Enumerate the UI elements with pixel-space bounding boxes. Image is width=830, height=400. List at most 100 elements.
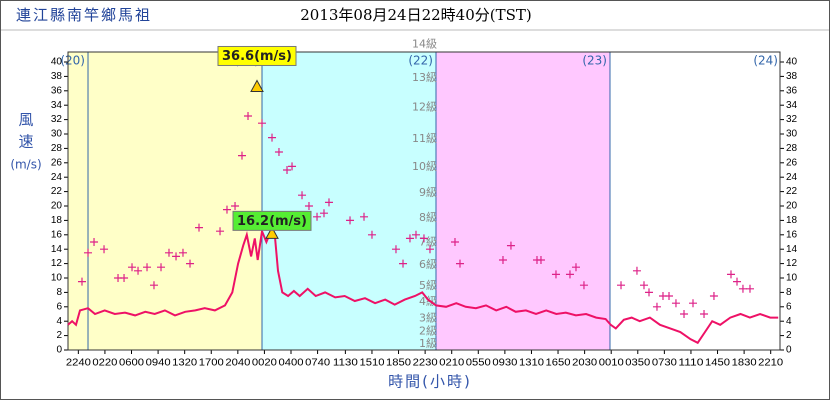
x-tick-label: 0550	[466, 358, 491, 369]
gust-marker	[617, 281, 626, 290]
gust-marker	[222, 205, 231, 214]
x-tick-label: 0400	[279, 358, 304, 369]
x-tick-label: 0740	[305, 358, 330, 369]
mean-wind-line	[67, 227, 779, 345]
x-tick-label: 1110	[678, 358, 704, 369]
day-band	[435, 52, 610, 350]
x-tick-label: 1850	[386, 358, 411, 369]
gust-marker	[346, 216, 355, 225]
gust-marker	[665, 292, 674, 300]
x-tick-label: 1650	[546, 358, 571, 369]
gust-marker	[164, 248, 173, 257]
plot-frame	[67, 51, 781, 351]
gust-marker	[157, 263, 166, 272]
gust-marker	[84, 248, 93, 257]
x-tick-label: 0730	[652, 358, 677, 369]
gust-marker	[288, 162, 297, 171]
y-tick-label: 18	[786, 215, 798, 226]
gust-marker	[268, 133, 277, 142]
x-tick-label: 1830	[732, 358, 757, 369]
x-tick-label: 1700	[199, 358, 224, 369]
annotation-label: 36.6(m/s)	[222, 49, 292, 64]
gust-marker	[506, 241, 515, 250]
x-tick-label: 2030	[572, 358, 597, 369]
y-tick-label: 16	[51, 229, 63, 240]
x-tick-label: 2240	[66, 358, 91, 369]
y-label: 速	[18, 133, 33, 151]
gust-marker	[419, 234, 428, 243]
y-tick-label: 40	[51, 57, 63, 68]
gust-marker	[216, 227, 225, 236]
y-tick-label: 20	[786, 201, 798, 212]
y-tick-label: 24	[51, 172, 63, 183]
gust-marker	[304, 202, 313, 210]
gust-marker	[90, 238, 99, 246]
station: 連江縣南竿鄉馬祖	[16, 6, 152, 24]
gust-marker	[237, 151, 246, 160]
gust-marker	[425, 245, 434, 254]
gust-marker	[128, 263, 137, 272]
gust-marker	[632, 266, 641, 275]
gust-marker	[149, 281, 158, 290]
gust-marker	[579, 281, 588, 290]
x-tick-label: 0350	[625, 358, 650, 369]
gust-marker	[313, 212, 322, 221]
gust-marker	[450, 238, 459, 246]
gust-marker	[498, 256, 507, 264]
y-tick-label: 24	[786, 172, 798, 183]
y-tick-label: 10	[786, 273, 798, 284]
beaufort-label: 4級	[419, 295, 437, 308]
annotation-label: 16.2(m/s)	[237, 214, 307, 229]
gust-marker	[644, 288, 653, 297]
gust-marker	[319, 209, 328, 218]
y-tick-label: 38	[51, 71, 63, 82]
gust-marker	[455, 259, 464, 268]
y-tick-label: 6	[786, 301, 792, 312]
y-tick-label: 16	[786, 229, 798, 240]
peak-marker	[250, 79, 264, 92]
gust-marker	[258, 119, 267, 128]
y-tick-label: 30	[51, 129, 63, 140]
y-tick-label: 2	[786, 330, 792, 341]
y-tick-label: 32	[51, 114, 63, 125]
gust-marker	[283, 166, 292, 174]
y-tick-label: 36	[51, 85, 63, 96]
x-tick-label: 1510	[359, 358, 384, 369]
x-tick-label: 1320	[172, 358, 197, 369]
y-tick-label: 14	[51, 244, 63, 255]
gust-marker	[231, 202, 240, 210]
y-tick-label: 18	[51, 215, 63, 226]
y-tick-label: 10	[51, 273, 63, 284]
gust-marker	[565, 270, 574, 279]
gust-marker	[324, 198, 333, 207]
y-tick-label: 36	[786, 85, 798, 96]
y-label: 風	[18, 111, 33, 129]
gust-marker	[689, 299, 698, 308]
y-tick-label: 26	[786, 157, 798, 168]
beaufort-label: 5級	[419, 279, 437, 292]
y-tick-label: 26	[51, 157, 63, 168]
gust-marker	[391, 245, 400, 254]
annotation-box	[232, 210, 312, 231]
beaufort-label: 2級	[419, 324, 437, 337]
gust-marker	[680, 310, 689, 318]
beaufort-label: 11級	[412, 132, 437, 145]
beaufort-label: 1級	[419, 337, 437, 350]
gust-marker	[186, 259, 195, 268]
y-tick-label: 2	[56, 330, 62, 341]
day-label: (23)	[582, 54, 607, 68]
beaufort-label: 14級	[412, 38, 437, 51]
day-label: (20)	[60, 54, 85, 68]
gust-marker	[360, 212, 369, 221]
annotation-box	[217, 45, 297, 66]
y-tick-label: 8	[786, 287, 792, 298]
x-tick-label: 0210	[439, 358, 464, 369]
y-tick-label: 14	[786, 244, 798, 255]
x-tick-label: 1310	[519, 358, 544, 369]
gust-marker	[726, 270, 735, 279]
gust-marker	[195, 223, 204, 232]
beaufort-label: 9級	[419, 186, 437, 199]
day-band	[609, 52, 780, 350]
gust-marker	[405, 234, 414, 243]
